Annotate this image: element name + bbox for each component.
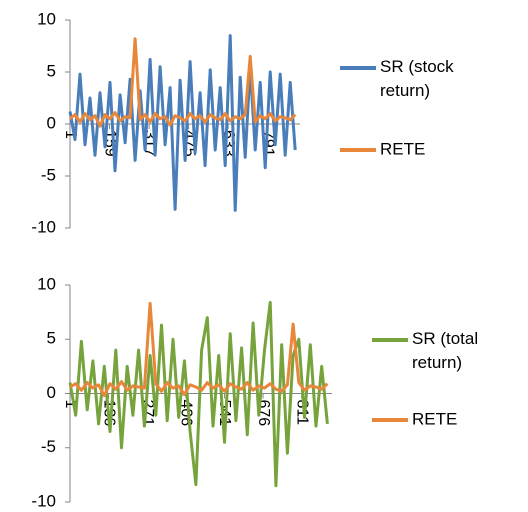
y-tick-label: -5 [41,165,56,184]
y-tick-label: 10 [37,9,56,28]
legend-line: return) [380,81,430,100]
x-tick-label: 1 [62,400,79,409]
legend-label: SR (stock return) [380,57,454,100]
legend-label: SR (total return) [412,329,478,372]
y-tick-label: 0 [47,383,56,402]
series-line [68,300,329,488]
x-tick-label: 1 [62,130,79,139]
legend-line: SR (stock [380,57,454,76]
y-tick-label: -5 [41,437,56,456]
legend-line: return) [412,353,462,372]
legend-label: RETE [380,139,425,158]
x-tick-label: 811 [293,400,310,426]
y-tick-label: 0 [47,113,56,132]
series-line [68,34,297,212]
series-line [69,37,297,128]
legend-line: SR (total [412,329,478,348]
legend-label: RETE [412,409,457,428]
y-tick-label: 5 [47,329,56,348]
y-tick-label: 5 [47,61,56,80]
y-tick-label: -10 [31,217,56,236]
y-tick-label: 10 [37,274,56,293]
series-line [69,301,329,398]
y-tick-label: -10 [31,491,56,510]
